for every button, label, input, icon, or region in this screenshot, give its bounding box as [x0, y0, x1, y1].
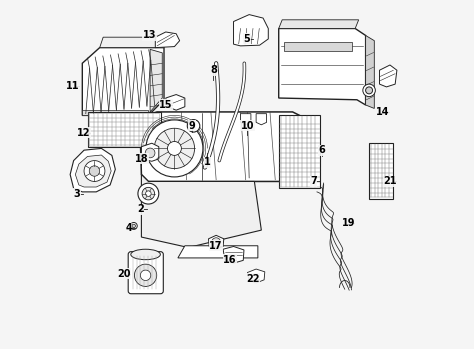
Circle shape	[146, 191, 151, 196]
Circle shape	[84, 161, 105, 181]
Text: 15: 15	[159, 100, 173, 110]
Text: 14: 14	[376, 107, 390, 117]
Circle shape	[154, 128, 195, 169]
Text: 5: 5	[243, 34, 250, 44]
Text: 16: 16	[223, 255, 237, 265]
Ellipse shape	[131, 249, 160, 260]
Bar	[279, 116, 320, 188]
Polygon shape	[141, 143, 159, 161]
Text: 1: 1	[204, 157, 211, 167]
Polygon shape	[82, 47, 164, 116]
FancyBboxPatch shape	[128, 252, 164, 294]
Polygon shape	[141, 174, 261, 247]
Circle shape	[363, 84, 375, 97]
Text: 7: 7	[310, 177, 317, 186]
Circle shape	[142, 187, 155, 200]
Text: 17: 17	[210, 241, 223, 251]
Polygon shape	[247, 269, 265, 283]
Circle shape	[365, 87, 373, 94]
Text: 12: 12	[77, 128, 91, 138]
Polygon shape	[70, 148, 115, 192]
Polygon shape	[279, 20, 359, 29]
Polygon shape	[100, 37, 167, 47]
Circle shape	[135, 264, 157, 287]
Text: 19: 19	[341, 218, 355, 228]
Polygon shape	[240, 114, 251, 125]
Circle shape	[211, 238, 221, 247]
Text: 6: 6	[319, 145, 326, 155]
Bar	[89, 113, 159, 146]
Polygon shape	[234, 15, 268, 46]
Text: 4: 4	[125, 223, 132, 233]
Text: 10: 10	[241, 121, 254, 131]
Text: 22: 22	[246, 274, 259, 284]
Text: 2: 2	[137, 204, 144, 214]
Bar	[369, 143, 393, 199]
Polygon shape	[380, 65, 397, 87]
Text: 3: 3	[74, 188, 81, 199]
Text: 21: 21	[383, 177, 397, 186]
Text: 13: 13	[143, 30, 156, 40]
Circle shape	[138, 183, 159, 204]
Text: 18: 18	[135, 154, 148, 164]
Circle shape	[146, 120, 203, 177]
Circle shape	[187, 120, 200, 132]
Polygon shape	[155, 32, 180, 47]
Circle shape	[167, 141, 182, 155]
Polygon shape	[150, 49, 162, 112]
Polygon shape	[140, 112, 307, 181]
Circle shape	[132, 224, 136, 228]
Text: 9: 9	[189, 121, 195, 131]
Polygon shape	[209, 235, 224, 249]
Circle shape	[130, 222, 137, 229]
Text: 20: 20	[117, 269, 131, 279]
Polygon shape	[365, 36, 374, 109]
Polygon shape	[307, 119, 317, 178]
Polygon shape	[166, 95, 185, 110]
Text: 8: 8	[210, 65, 217, 75]
Bar	[284, 43, 352, 51]
Circle shape	[140, 270, 151, 281]
Polygon shape	[82, 110, 148, 116]
Polygon shape	[178, 246, 258, 258]
Polygon shape	[223, 246, 244, 263]
Circle shape	[89, 166, 100, 176]
Bar	[88, 112, 161, 147]
Polygon shape	[75, 155, 111, 187]
Polygon shape	[279, 29, 365, 105]
Polygon shape	[256, 114, 266, 125]
Circle shape	[145, 148, 155, 158]
Text: 11: 11	[66, 81, 80, 91]
